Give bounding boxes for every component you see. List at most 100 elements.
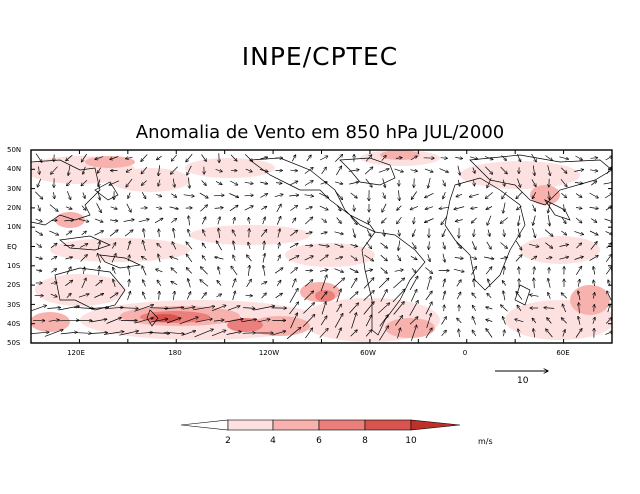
wind-vector xyxy=(141,192,146,199)
wind-vector xyxy=(590,242,597,250)
wind-vector xyxy=(515,255,522,262)
wind-vector xyxy=(65,280,72,287)
wind-vector xyxy=(127,241,131,251)
wind-vector xyxy=(290,230,297,237)
colorbar xyxy=(180,419,461,431)
wind-vector xyxy=(277,255,281,262)
wind-vector xyxy=(305,207,313,210)
wind-vector xyxy=(502,281,507,286)
wind-vector xyxy=(50,256,57,260)
wind-vector xyxy=(532,318,537,324)
wind-vector xyxy=(241,319,256,323)
wind-vector xyxy=(397,216,402,224)
wind-vector xyxy=(318,245,330,247)
wind-vector xyxy=(593,280,594,287)
wind-vector xyxy=(531,256,537,261)
wind-vector xyxy=(39,166,40,175)
wind-vector xyxy=(49,230,58,235)
wind-vectors xyxy=(31,153,612,342)
wind-vector xyxy=(425,206,434,210)
wind-vector xyxy=(350,216,358,224)
wind-vector xyxy=(561,293,568,299)
wind-vector xyxy=(286,327,301,340)
wind-vector xyxy=(202,243,207,249)
wind-vector xyxy=(383,192,385,199)
wind-vector xyxy=(200,205,207,212)
wind-vector xyxy=(548,202,551,213)
wind-vector xyxy=(442,279,445,288)
wind-vector xyxy=(64,220,73,221)
wind-vector xyxy=(454,206,465,210)
wind-vector xyxy=(35,230,42,235)
wind-vector xyxy=(544,308,555,309)
wind-vector xyxy=(394,270,404,272)
wind-vector xyxy=(349,268,358,273)
wind-vector xyxy=(474,179,475,186)
wind-vector xyxy=(227,306,240,311)
wind-vector xyxy=(349,182,359,185)
wind-vector xyxy=(231,266,238,276)
wind-vector xyxy=(173,291,174,300)
wind-vector xyxy=(439,207,449,208)
wind-vector xyxy=(397,328,401,339)
wind-vector xyxy=(263,253,265,263)
wind-vector xyxy=(559,257,568,260)
wind-vector xyxy=(157,280,162,287)
wind-vector xyxy=(442,179,446,186)
wind-vector xyxy=(320,232,327,234)
wind-vector xyxy=(188,279,191,288)
colorbar-segment-under xyxy=(180,419,229,431)
wind-vector xyxy=(67,179,72,186)
wind-vector xyxy=(320,292,327,300)
wind-vector xyxy=(186,292,190,300)
wind-vector xyxy=(289,302,298,315)
wind-vector xyxy=(530,295,539,297)
colorbar-segment-2-4 xyxy=(227,419,274,431)
wind-vector xyxy=(378,303,389,314)
wind-vector xyxy=(126,157,133,158)
wind-vector xyxy=(159,229,160,238)
wind-vector xyxy=(245,168,253,172)
wind-vector xyxy=(425,302,432,315)
wind-vector xyxy=(382,203,387,212)
lon-label-60w: 60W xyxy=(360,349,376,357)
wind-vector xyxy=(456,242,462,249)
wind-vector xyxy=(233,255,235,262)
wind-vector xyxy=(304,280,313,287)
wind-vector xyxy=(47,308,60,309)
wind-vector xyxy=(443,253,445,262)
wind-vector xyxy=(90,333,108,334)
wind-vector xyxy=(517,205,522,210)
wind-vector xyxy=(532,204,536,212)
wind-vector xyxy=(574,182,583,183)
wind-vector xyxy=(186,254,193,263)
wind-vector xyxy=(31,332,49,334)
wind-vector xyxy=(517,178,520,188)
wind-vector xyxy=(579,303,580,314)
wind-vector xyxy=(369,217,370,224)
wind-vector xyxy=(484,257,494,259)
wind-vector xyxy=(211,330,226,337)
wind-vector xyxy=(488,279,491,288)
wind-vector xyxy=(532,228,536,238)
wind-vector xyxy=(487,293,492,298)
wind-vector xyxy=(605,156,612,161)
wind-vector xyxy=(441,216,448,224)
wind-vector xyxy=(134,318,154,324)
wind-vector xyxy=(350,278,357,289)
wind-vector xyxy=(606,243,612,249)
wind-vector xyxy=(81,153,87,162)
wind-vector xyxy=(213,320,224,321)
wind-vector xyxy=(440,158,448,159)
wind-vector xyxy=(248,242,250,250)
wind-vector xyxy=(410,325,416,342)
wind-vector xyxy=(81,231,87,236)
wind-vector xyxy=(439,168,449,173)
wind-vector xyxy=(471,266,477,275)
colorbar-unit: m/s xyxy=(478,437,493,446)
wind-vector xyxy=(350,245,358,247)
wind-vector xyxy=(486,206,493,210)
wind-vector xyxy=(411,242,416,248)
wind-vector xyxy=(276,204,281,213)
